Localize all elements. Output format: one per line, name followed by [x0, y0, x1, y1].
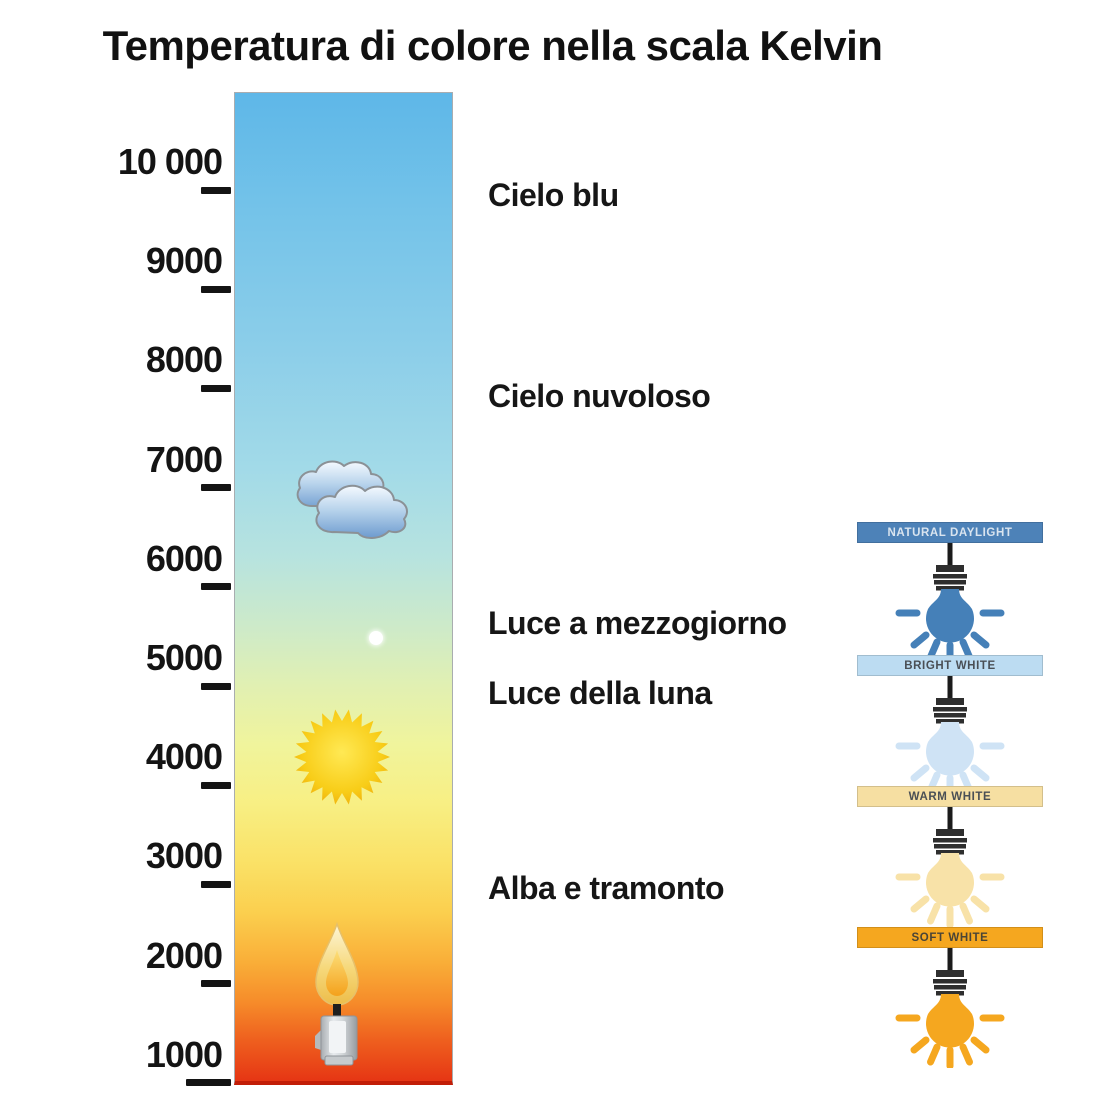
- tick-label: 7000: [145, 438, 223, 480]
- tick-mark: [201, 880, 231, 888]
- annotation-label: Alba e tramonto: [488, 869, 725, 906]
- annotation-label: Luce della luna: [488, 674, 712, 711]
- annotation-label: Luce a mezzogiorno: [488, 604, 787, 641]
- tick-mark: [201, 583, 231, 591]
- kelvin-scale-axis: 10 000 9000 8000 7000 6000 5000 4000 3000 2000 10…: [0, 0, 234, 1100]
- banner-soft-white: SOFT WHITE: [857, 927, 1043, 948]
- kelvin-gradient-column: [234, 92, 453, 1085]
- sun-icon: [292, 707, 392, 807]
- tick-mark: [201, 484, 231, 492]
- tick-mark: [201, 384, 231, 392]
- tick-mark: [201, 682, 231, 690]
- page-title: Temperatura di colore nella scala Kelvin: [102, 22, 883, 69]
- candle-icon: [299, 921, 375, 1066]
- bulb-icon: [895, 948, 1005, 1068]
- tick-label: 5000: [145, 637, 223, 678]
- moon-dot-icon: [369, 631, 383, 646]
- banner-natural-daylight: NATURAL DAYLIGHT: [857, 522, 1043, 543]
- tick-mark: [201, 980, 231, 988]
- tick-label: 3000: [145, 835, 223, 877]
- tick-label: 8000: [145, 339, 223, 381]
- cloud-icon: [282, 454, 416, 542]
- tick-label: 9000: [145, 240, 223, 282]
- tick-mark: [201, 781, 231, 789]
- tick-mark: [186, 1079, 231, 1087]
- tick-label: 10 000: [117, 141, 223, 182]
- bulb-icon: [895, 807, 1005, 927]
- tick-mark: [201, 186, 231, 194]
- banner-warm-white: WARM WHITE: [857, 786, 1043, 807]
- bulb-unit-natural-daylight: NATURAL DAYLIGHT: [857, 522, 1043, 663]
- tick-label: 4000: [145, 736, 223, 778]
- bulb-unit-warm-white: WARM WHITE: [857, 786, 1043, 927]
- bulb-icon: [895, 543, 1005, 663]
- annotation-label: Cielo nuvoloso: [488, 378, 711, 415]
- bulb-legend-panel: NATURAL DAYLIGHT BRIGHT WHITE: [857, 0, 1043, 1100]
- tick-label: 2000: [145, 934, 223, 976]
- bulb-unit-soft-white: SOFT WHITE: [857, 927, 1043, 1068]
- annotation-label: Cielo blu: [488, 176, 619, 213]
- bulb-icon: [895, 676, 1005, 796]
- bulb-unit-bright-white: BRIGHT WHITE: [857, 655, 1043, 796]
- tick-label: 6000: [145, 537, 223, 579]
- banner-bright-white: BRIGHT WHITE: [857, 655, 1043, 676]
- tick-mark: [201, 285, 231, 293]
- tick-label: 1000: [145, 1033, 223, 1075]
